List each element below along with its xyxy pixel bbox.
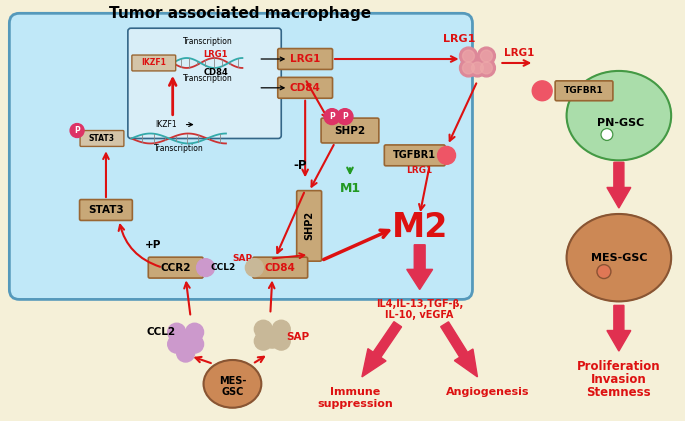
Circle shape [272,332,290,350]
Text: STAT3: STAT3 [89,134,115,143]
Circle shape [168,323,186,341]
Text: CD84: CD84 [265,263,296,273]
Text: SAP: SAP [232,254,253,263]
Text: IKZF1: IKZF1 [141,59,166,67]
Polygon shape [407,245,433,290]
Text: Immune: Immune [329,387,380,397]
Text: CCL2: CCL2 [211,263,236,272]
Text: Tumor associated macrophage: Tumor associated macrophage [110,6,371,21]
Polygon shape [440,322,477,377]
Text: Angiogenesis: Angiogenesis [446,387,529,397]
Text: suppression: suppression [317,399,393,409]
Circle shape [245,258,263,277]
Text: LRG1: LRG1 [504,48,534,58]
Text: -P: -P [293,159,307,172]
Text: Transcription: Transcription [154,144,203,153]
Circle shape [177,333,195,351]
Text: SHP2: SHP2 [304,211,314,240]
Circle shape [480,62,493,74]
FancyBboxPatch shape [80,131,124,147]
Text: +P: +P [145,240,161,250]
FancyBboxPatch shape [277,48,332,69]
Text: P: P [329,112,335,121]
Circle shape [532,81,552,101]
Circle shape [254,332,272,350]
Text: PN-GSC: PN-GSC [597,117,645,128]
Polygon shape [607,163,631,208]
Text: IL-10, vEGFA: IL-10, vEGFA [386,310,454,320]
FancyBboxPatch shape [384,145,445,166]
Circle shape [462,62,475,74]
Text: SHP2: SHP2 [334,125,366,136]
FancyBboxPatch shape [148,257,203,278]
Circle shape [197,258,214,277]
FancyBboxPatch shape [277,77,332,98]
FancyBboxPatch shape [10,13,473,299]
Ellipse shape [203,360,262,408]
Text: LRG1: LRG1 [290,54,321,64]
Circle shape [438,147,456,164]
Text: LRG1: LRG1 [203,50,228,59]
FancyBboxPatch shape [253,257,308,278]
Circle shape [471,62,484,74]
Circle shape [186,323,203,341]
Text: MES-GSC: MES-GSC [590,253,647,263]
Text: Stemness: Stemness [586,386,651,399]
Text: STAT3: STAT3 [88,205,124,215]
Text: MES-: MES- [219,376,246,386]
Circle shape [337,109,353,125]
Circle shape [597,265,611,279]
Ellipse shape [566,71,671,160]
Text: IKZF1: IKZF1 [155,120,177,129]
FancyBboxPatch shape [297,191,321,261]
Circle shape [601,128,613,141]
FancyBboxPatch shape [555,81,613,101]
Polygon shape [607,305,631,351]
Circle shape [477,59,495,77]
FancyBboxPatch shape [132,55,175,71]
Text: CCR2: CCR2 [160,263,191,273]
Circle shape [477,47,495,65]
Text: M2: M2 [392,211,448,244]
Circle shape [324,109,340,125]
Text: P: P [342,112,348,121]
Circle shape [263,330,282,348]
Text: M1: M1 [339,181,360,195]
Circle shape [272,320,290,338]
Circle shape [460,59,477,77]
FancyBboxPatch shape [321,118,379,143]
FancyBboxPatch shape [128,28,282,139]
Text: TGFBR1: TGFBR1 [393,150,436,160]
Circle shape [462,50,475,62]
Text: CD84: CD84 [290,83,321,93]
Circle shape [186,335,203,353]
Text: Transcription: Transcription [183,75,232,83]
Circle shape [460,47,477,65]
Text: SAP: SAP [286,332,310,342]
Circle shape [480,50,493,62]
Ellipse shape [566,214,671,301]
Circle shape [469,59,486,77]
Text: LRG1: LRG1 [443,34,475,44]
Text: TGFBR1: TGFBR1 [564,86,604,95]
Text: Transcription: Transcription [183,37,232,45]
Text: IL4,IL-13,TGF-β,: IL4,IL-13,TGF-β, [376,299,463,309]
Circle shape [254,320,272,338]
FancyBboxPatch shape [79,200,132,221]
Text: Invasion: Invasion [591,373,647,386]
Text: CD84: CD84 [203,69,228,77]
Polygon shape [362,322,401,377]
Text: CCL2: CCL2 [146,327,175,337]
Circle shape [168,335,186,353]
Text: GSC: GSC [221,387,244,397]
Text: P: P [74,126,80,135]
Text: Proliferation: Proliferation [577,360,661,373]
Text: LRG1: LRG1 [407,166,433,175]
Circle shape [70,124,84,138]
Circle shape [177,344,195,362]
